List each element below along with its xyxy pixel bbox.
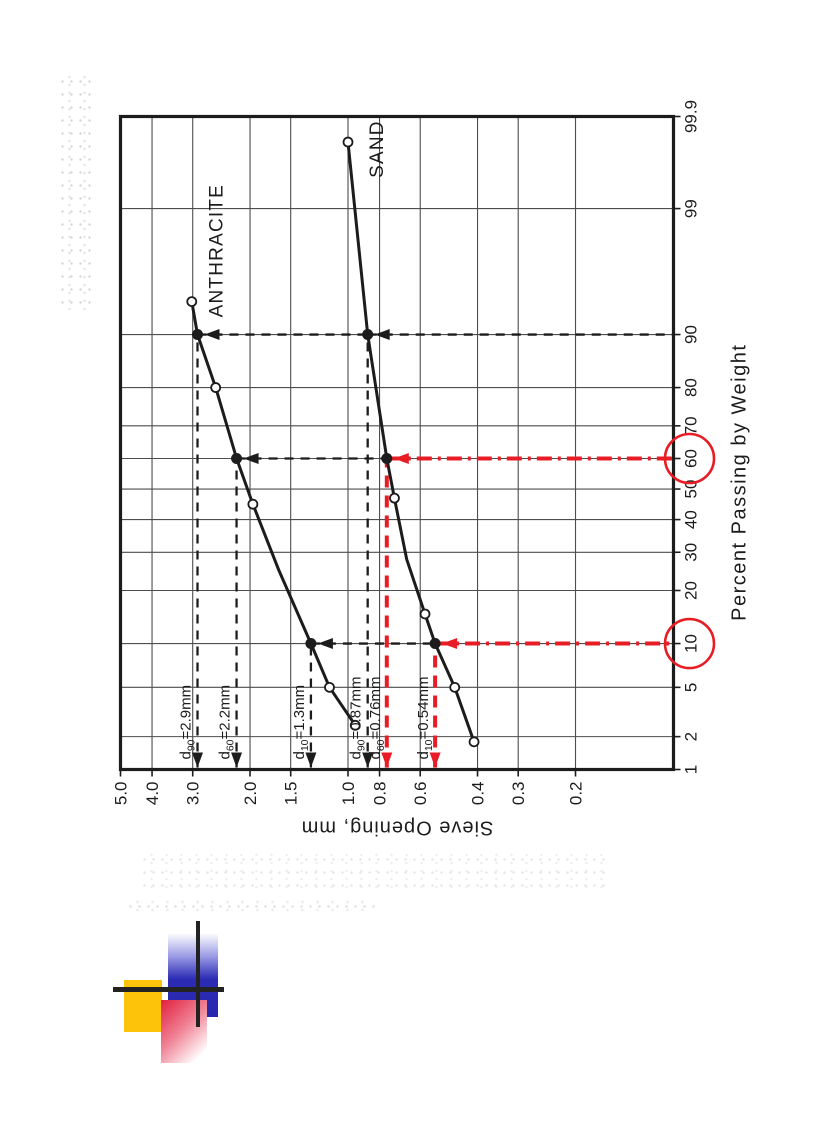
logo-horizontal-bar	[113, 987, 224, 992]
scan-noise-bottom-band	[140, 853, 610, 893]
publisher-logo	[108, 915, 240, 1075]
y-tick-label: 0.4	[469, 782, 488, 806]
x-tick-label: 99.9	[682, 100, 701, 133]
d-value-annotations: d90=2.9mm d60=2.2mm d10=1.3mm d90=0.87mmd60…	[178, 677, 436, 760]
series-anthracite: ANTHRACITE	[186, 184, 361, 731]
red-highlight-circle	[663, 617, 716, 670]
y-tick-label: 0.2	[567, 782, 586, 806]
y-tick-label: 0.8	[371, 782, 390, 806]
filled-data-point	[429, 638, 441, 650]
guide-arrowhead	[381, 752, 393, 768]
logo-red-gradient-square	[161, 1000, 207, 1063]
y-tick-label: 3.0	[184, 782, 203, 806]
guide-arrowhead	[393, 453, 409, 465]
guide-arrowhead	[317, 638, 333, 650]
open-data-point	[449, 681, 461, 693]
scan-noise-above-logo	[126, 900, 376, 913]
guide-arrowhead	[192, 752, 204, 768]
x-tick-label: 90	[682, 325, 701, 344]
x-tick-label: 99	[682, 199, 701, 218]
red-highlight-circle	[663, 432, 716, 485]
y-tick-label: 2.0	[241, 782, 260, 806]
y-tick-label: 0.3	[509, 782, 528, 806]
series-sand: SAND	[342, 120, 480, 748]
y-tick-label: 5.0	[112, 782, 131, 806]
x-tick-label: 5	[682, 683, 701, 692]
series-label: SAND	[367, 120, 388, 178]
guide-arrowhead	[442, 638, 458, 650]
open-data-point	[324, 681, 335, 693]
guide-arrowhead	[231, 752, 243, 768]
x-tick-label: 40	[682, 510, 701, 529]
axis-tick-labels: 1 2 5 10 20 30 40 50 60 70 80 90 99 99.9 5.0 4.0 3.0 2.0 1…	[112, 100, 701, 805]
guide-lines	[192, 329, 673, 768]
guide-arrowhead	[204, 329, 220, 341]
open-data-point	[247, 498, 259, 510]
filled-data-point	[305, 638, 317, 650]
gridlines	[119, 115, 681, 777]
curve	[346, 141, 476, 743]
chart-svg: 1 2 5 10 20 30 40 50 60 70 80 90 99 99.9 5.0 4.0 3.0 2.0 1…	[112, 100, 751, 839]
open-data-point	[342, 136, 354, 148]
y-tick-label: 0.6	[411, 782, 430, 806]
plot-frame	[118, 114, 676, 772]
open-data-point	[349, 719, 361, 731]
grain-size-distribution-chart: 1 2 5 10 20 30 40 50 60 70 80 90 99 99.9 5.0 4.0 3.0 2.0 1…	[111, 100, 774, 845]
x-tick-label: 80	[682, 378, 701, 397]
filled-data-point	[192, 329, 204, 341]
x-tick-label: 60	[682, 449, 701, 468]
filled-data-point	[231, 453, 243, 465]
x-tick-label: 2	[682, 732, 701, 741]
d-annotation: d10=0.54mm	[415, 677, 435, 760]
x-tick-label: 30	[682, 543, 701, 562]
open-data-point	[419, 608, 431, 620]
x-tick-label: 70	[682, 416, 701, 435]
open-data-point	[468, 736, 480, 748]
open-data-point	[186, 296, 198, 308]
d-annotation: d90=2.9mm	[178, 685, 198, 760]
filled-data-point	[381, 453, 393, 465]
filled-data-point	[362, 329, 374, 341]
open-data-point	[389, 492, 400, 504]
guide-arrowhead	[429, 752, 441, 768]
d-annotation: d10=1.3mm	[291, 685, 311, 760]
guide-arrowhead	[243, 453, 259, 465]
curve	[190, 301, 357, 727]
x-tick-label: 50	[682, 480, 701, 499]
logo-vertical-bar	[196, 921, 200, 1027]
y-tick-label: 4.0	[143, 782, 162, 806]
y-tick-label: 1.0	[339, 782, 358, 806]
d-annotation: d60=2.2mm	[217, 685, 237, 760]
x-tick-label: 10	[682, 634, 701, 653]
x-tick-label: 20	[682, 581, 701, 600]
guide-arrowhead	[374, 329, 390, 341]
d-annotation: d60=0.76mm	[367, 677, 387, 760]
guide-arrowhead	[362, 752, 374, 768]
series-label: ANTHRACITE	[206, 184, 227, 317]
scan-noise-left-column	[58, 75, 94, 310]
x-tick-label: 1	[682, 765, 701, 774]
y-axis-title: Sieve Opening, mm	[301, 817, 494, 839]
open-data-point	[210, 382, 222, 393]
d-annotation: d90=0.87mm	[348, 677, 368, 760]
x-axis-title: Percent Passing by Weight	[729, 344, 751, 621]
guide-arrowhead	[305, 752, 317, 768]
y-tick-label: 1.5	[282, 782, 301, 806]
